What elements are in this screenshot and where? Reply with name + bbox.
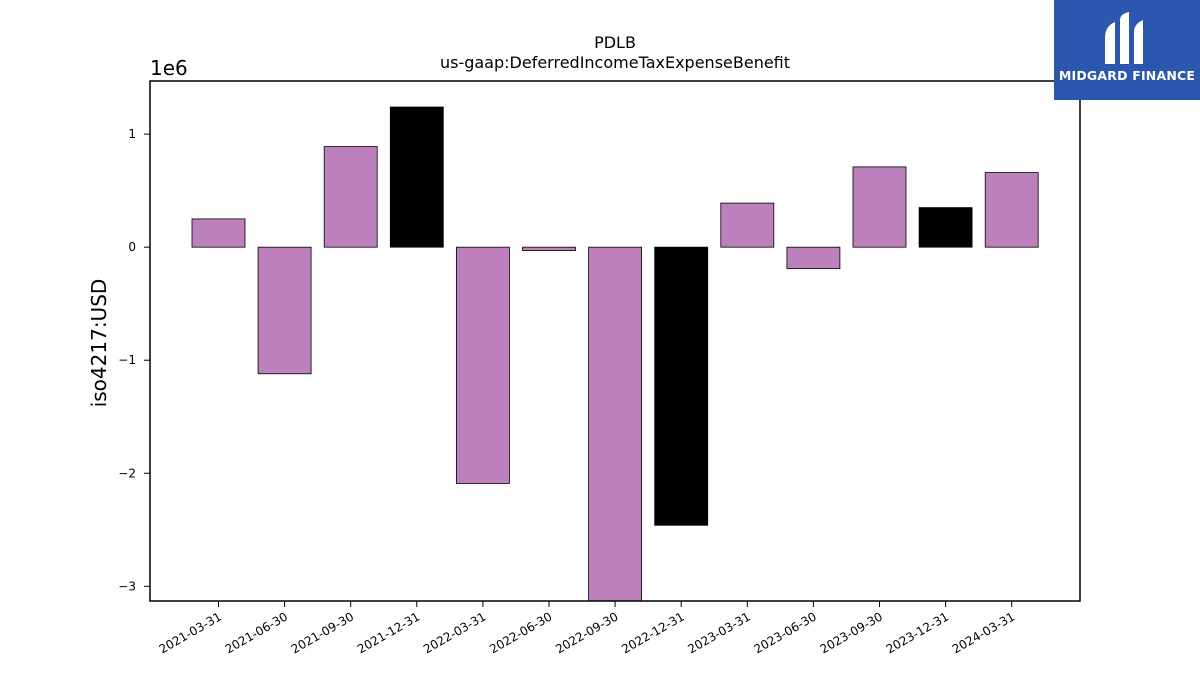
bar-2021-03-31 <box>191 218 246 248</box>
chart-title: PDLB <box>594 33 636 52</box>
bar-2022-03-31 <box>455 246 510 484</box>
bar-2021-09-30 <box>323 146 378 248</box>
x-tick-label: 2023-03-31 <box>685 609 752 656</box>
bar-2023-06-30 <box>786 246 841 270</box>
x-tick-label: 2021-03-31 <box>157 609 224 656</box>
y-tick-label: −1 <box>118 353 136 367</box>
chart-subtitle: us-gaap:DeferredIncomeTaxExpenseBenefit <box>440 53 790 72</box>
x-tick-label: 2023-09-30 <box>818 609 885 656</box>
bar-2024-03-31 <box>984 172 1039 248</box>
x-tick-label: 2022-12-31 <box>619 609 686 656</box>
bar-2021-12-31 <box>389 106 444 248</box>
x-tick-label: 2022-06-30 <box>487 609 554 656</box>
x-tick-label: 2021-09-30 <box>289 609 356 656</box>
x-tick-label: 2021-12-31 <box>355 609 422 656</box>
bar-2023-03-31 <box>720 202 775 248</box>
bar-2022-09-30 <box>588 246 642 602</box>
bars <box>191 106 1039 602</box>
midgard-logo-icon <box>1105 12 1143 64</box>
y-tick-label: 1 <box>128 127 136 141</box>
y-axis-label: iso4217:USD <box>87 279 111 408</box>
x-tick-label: 2022-09-30 <box>553 609 620 656</box>
x-tick-label: 2022-03-31 <box>421 609 488 656</box>
brand-logo: MIDGARD FINANCE <box>1054 0 1200 100</box>
bar-2023-12-31 <box>918 207 973 248</box>
logo-text: MIDGARD FINANCE <box>1058 68 1196 83</box>
y-tick-label: 0 <box>128 240 136 254</box>
y-tick-label: −2 <box>118 466 136 480</box>
bar-2022-06-30 <box>522 246 576 251</box>
x-tick-label: 2024-03-31 <box>950 609 1017 656</box>
x-tick-label: 2023-12-31 <box>884 609 951 656</box>
bar-2022-12-31 <box>654 246 709 526</box>
x-tick-label: 2023-06-30 <box>751 609 818 656</box>
plot-frame <box>149 80 1081 602</box>
y-tick-label: −3 <box>118 579 136 593</box>
bar-2021-06-30 <box>257 246 312 375</box>
y-scale-label: 1e6 <box>150 56 188 80</box>
x-tick-label: 2021-06-30 <box>223 609 290 656</box>
bar-2023-09-30 <box>852 166 907 248</box>
